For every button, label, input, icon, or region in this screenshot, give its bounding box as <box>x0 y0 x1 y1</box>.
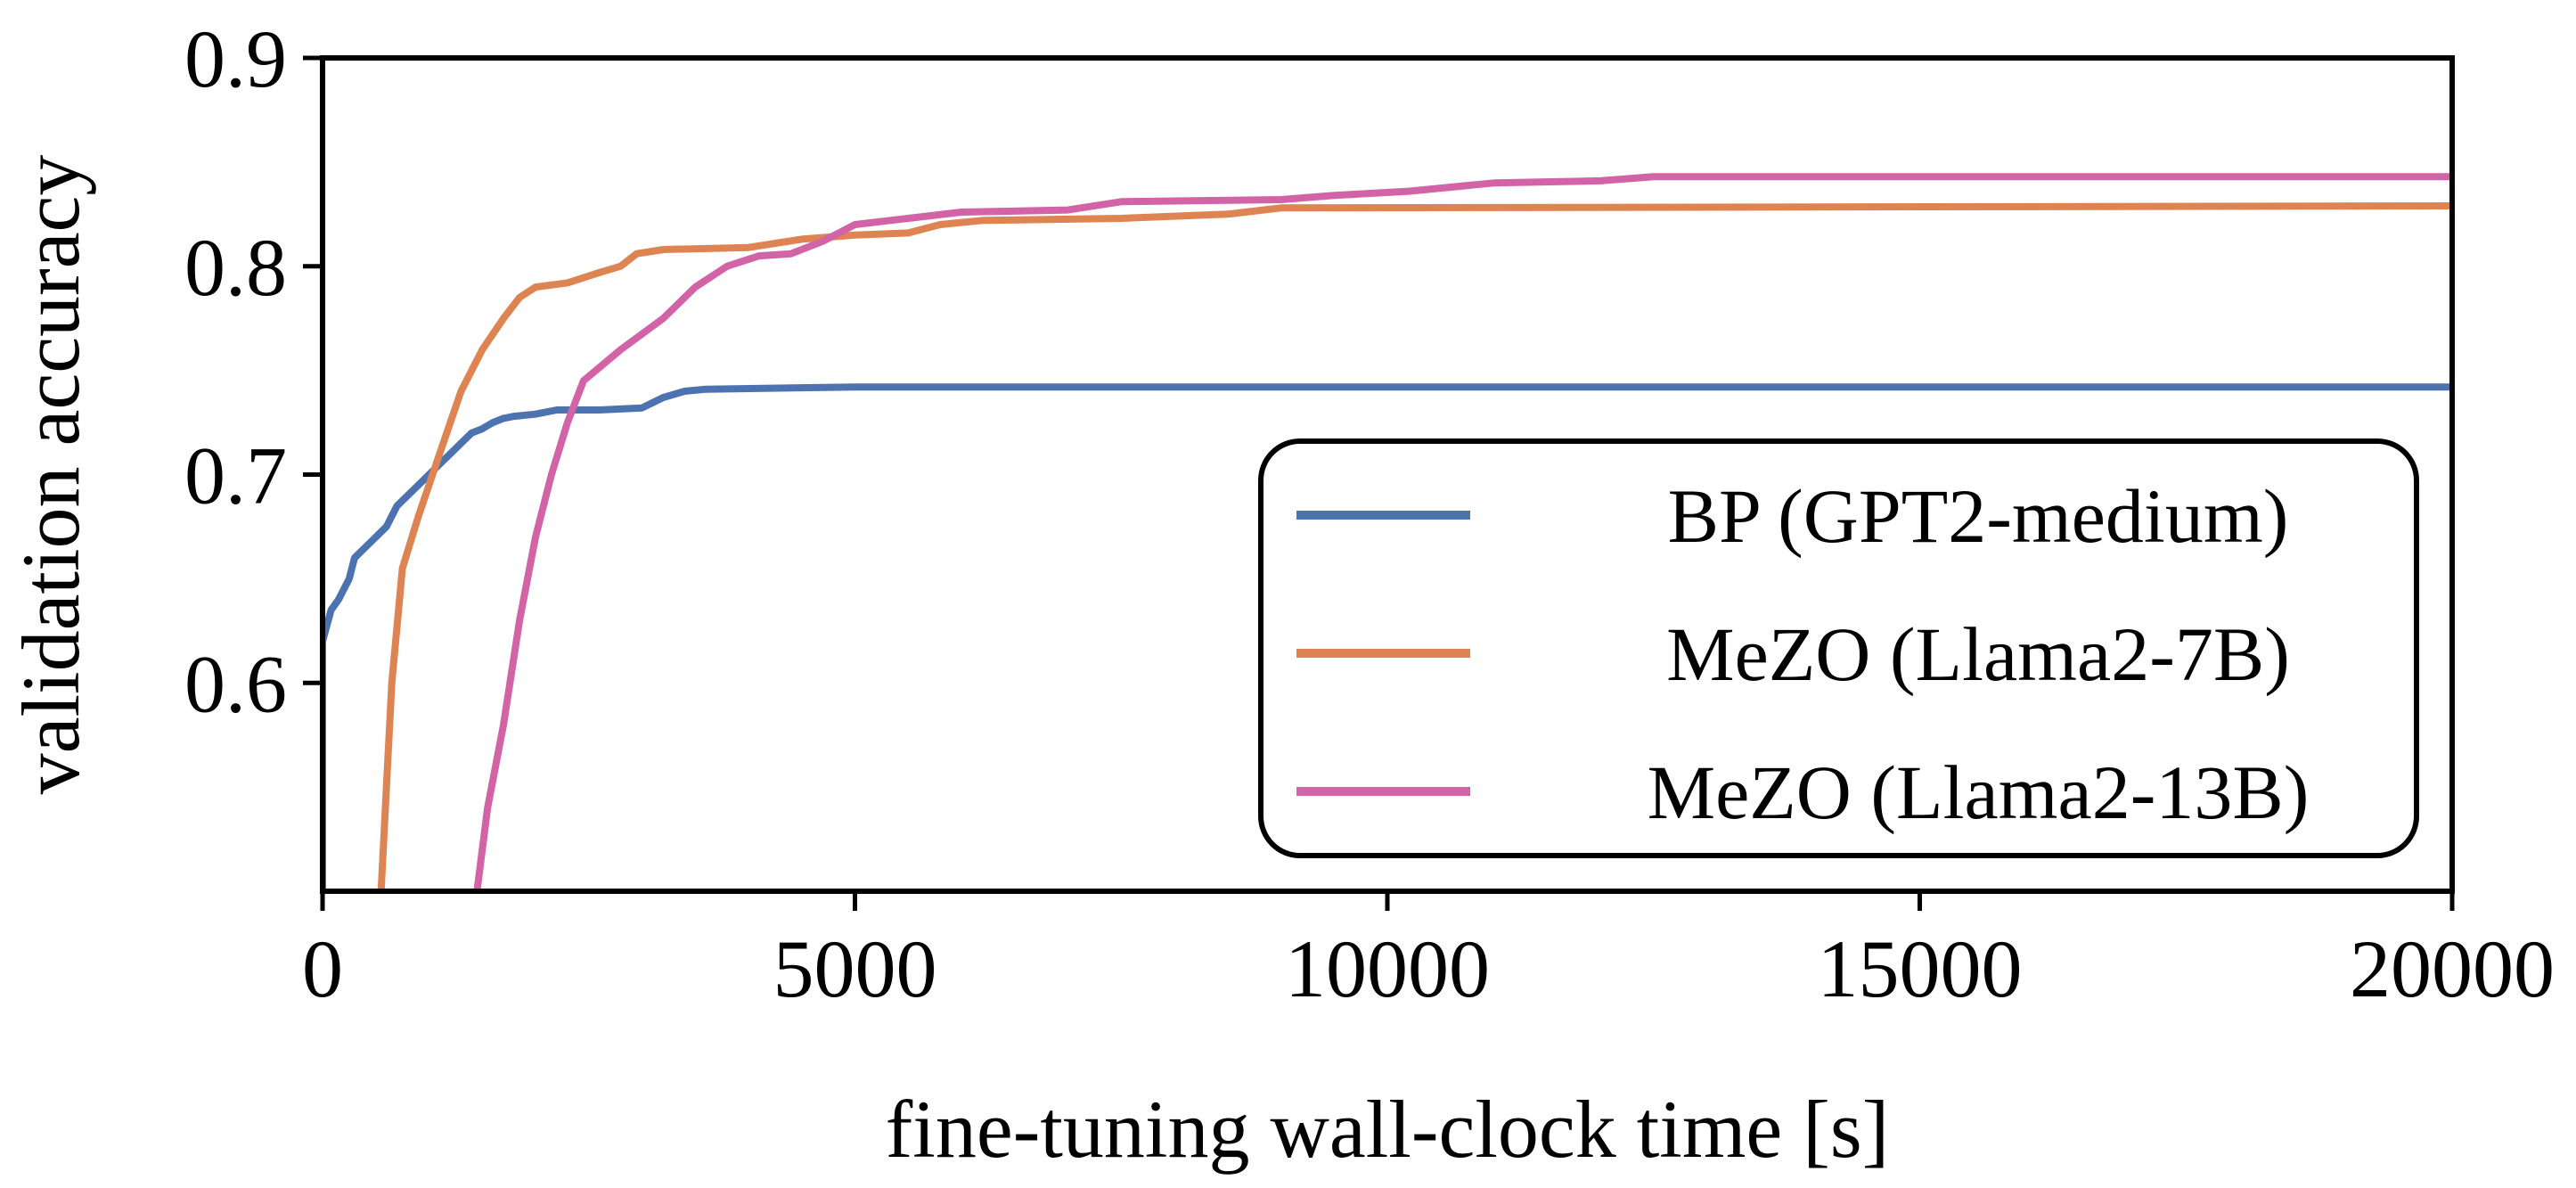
series-line-1 <box>323 383 2452 891</box>
legend: BP (GPT2-medium) MeZO (Llama2-7B) MeZO (Ll… <box>1258 438 2419 858</box>
y-tick-label: 0.7 <box>184 430 287 521</box>
legend-label-1: BP (GPT2-medium) <box>1668 473 2289 559</box>
y-tick-label: 0.6 <box>184 638 287 729</box>
y-axis-label: validation accuracy <box>5 155 96 795</box>
x-tick-label: 20000 <box>2350 923 2555 1014</box>
legend-label-3: MeZO (Llama2-13B) <box>1648 750 2310 835</box>
series-line-3 <box>473 173 2452 891</box>
x-tick-label: 15000 <box>1818 923 2023 1014</box>
x-axis-label: fine-tuning wall-clock time [s] <box>886 1084 1890 1175</box>
label-layer: fine-tuning wall-clock time [s] validati… <box>5 155 1889 1175</box>
series-layer <box>323 173 2452 891</box>
legend-box <box>1258 438 2419 858</box>
y-tick-label: 0.8 <box>184 222 287 313</box>
x-tick-label: 0 <box>302 923 343 1014</box>
x-tick-label: 10000 <box>1285 923 1490 1014</box>
legend-label-2: MeZO (Llama2-7B) <box>1666 611 2290 697</box>
tick-layer: 0 5000 10000 15000 20000 0.6 0.7 0.8 0.9 <box>184 13 2555 1014</box>
y-tick-label: 0.9 <box>184 13 287 104</box>
series-line-2 <box>377 202 2452 891</box>
x-tick-label: 5000 <box>773 923 937 1014</box>
